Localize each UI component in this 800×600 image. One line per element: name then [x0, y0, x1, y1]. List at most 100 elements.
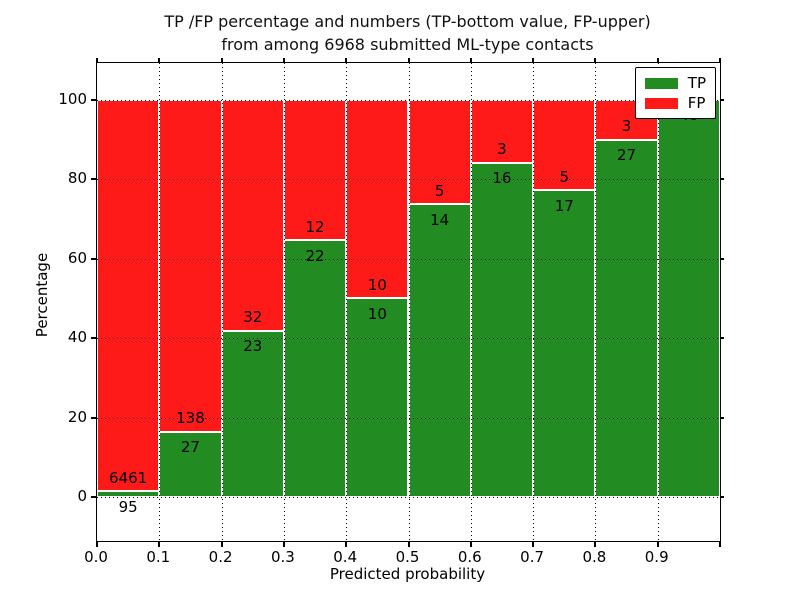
x-axis-label: Predicted probability	[329, 565, 486, 583]
x-tick-mark	[282, 58, 285, 63]
fp-count-label: 3	[497, 140, 507, 159]
y-tick-mark	[91, 257, 97, 260]
chart-title-line2: from among 6968 submitted ML-type contac…	[221, 35, 594, 54]
x-tick-label: 0.3	[270, 548, 295, 566]
y-tick-mark	[720, 178, 724, 181]
y-tick-mark	[91, 178, 97, 181]
x-tick-label: 0.8	[582, 548, 607, 566]
plot-area: 6461951382732231222101051431651732748 TP…	[91, 58, 724, 547]
tp-count-label: 14	[430, 210, 450, 229]
tp-bar-segment	[595, 139, 658, 497]
x-tick-mark	[594, 541, 597, 547]
x-tick-mark	[656, 541, 659, 547]
tp-bar-segment	[283, 240, 347, 497]
x-tick-mark	[345, 541, 348, 547]
tp-bar-segment	[470, 162, 534, 497]
y-tick-mark	[720, 495, 724, 498]
tp-color-swatch	[644, 77, 678, 89]
x-tick-label: 0.9	[644, 548, 669, 566]
tp-count-label: 22	[305, 246, 325, 265]
tp-count-label: 95	[118, 497, 138, 516]
fp-count-label: 3	[621, 117, 632, 136]
legend-label-fp: FP	[687, 94, 706, 112]
y-tick-mark	[91, 495, 97, 498]
x-tick-mark	[220, 541, 223, 547]
x-gridline	[346, 63, 348, 541]
x-tick-label: 0.7	[520, 548, 545, 566]
legend-entry-tp: TP	[644, 73, 706, 93]
x-tick-mark	[469, 541, 472, 547]
x-tick-mark	[407, 58, 410, 63]
tp-bar-segment	[533, 190, 596, 497]
fp-count-label: 12	[305, 217, 325, 236]
tp-bar-segment	[346, 298, 409, 497]
x-tick-label: 0.4	[333, 548, 358, 566]
fp-count-label: 5	[559, 167, 570, 186]
x-gridline	[470, 63, 472, 541]
y-tick-label: 80	[67, 169, 87, 188]
x-tick-label: 0.1	[146, 548, 171, 566]
tp-count-label: 23	[243, 337, 263, 356]
y-tick-label: 20	[67, 407, 87, 426]
fp-bar-segment	[97, 99, 160, 492]
legend: TP FP	[634, 67, 716, 119]
tp-bar-segment	[657, 99, 720, 497]
x-tick-mark	[469, 58, 472, 63]
tp-count-label: 17	[554, 196, 574, 215]
legend-label-tp: TP	[687, 74, 706, 92]
fp-count-label: 6461	[109, 468, 148, 487]
x-tick-label: 0.5	[395, 548, 420, 566]
x-tick-label: 0.0	[84, 548, 108, 566]
x-gridline	[595, 63, 597, 541]
fp-color-swatch	[644, 97, 678, 109]
y-tick-mark	[91, 416, 97, 419]
y-tick-mark	[720, 98, 724, 101]
x-gridline	[221, 63, 223, 541]
fp-bar-segment	[470, 99, 534, 163]
x-tick-mark	[96, 541, 98, 547]
tp-bar-segment	[159, 431, 222, 497]
y-tick-mark	[720, 257, 724, 260]
chart-title: TP /FP percentage and numbers (TP-bottom…	[96, 10, 719, 56]
legend-entry-fp: FP	[644, 93, 706, 113]
x-tick-mark	[594, 58, 597, 63]
y-tick-label: 100	[58, 89, 87, 108]
x-tick-mark	[656, 58, 659, 63]
x-tick-mark	[158, 58, 161, 63]
y-tick-label: 60	[67, 248, 87, 267]
tp-bar-segment	[408, 204, 471, 497]
tp-bar-segment	[97, 491, 160, 497]
fp-bar-segment	[221, 99, 284, 331]
x-tick-mark	[719, 58, 721, 63]
x-gridline	[159, 63, 161, 541]
y-tick-mark	[720, 416, 724, 419]
x-gridline	[283, 63, 285, 541]
tp-count-label: 27	[617, 146, 637, 165]
fp-count-label: 138	[176, 409, 205, 428]
x-tick-mark	[96, 58, 98, 63]
x-tick-mark	[158, 541, 161, 547]
x-tick-mark	[719, 541, 721, 547]
chart-title-line1: TP /FP percentage and numbers (TP-bottom…	[164, 12, 651, 31]
y-tick-mark	[91, 98, 97, 101]
x-tick-mark	[345, 58, 348, 63]
x-gridline	[657, 63, 659, 541]
fp-count-label: 32	[243, 308, 263, 327]
x-tick-label: 0.6	[457, 548, 482, 566]
x-tick-label: 0.2	[208, 548, 233, 566]
tp-count-label: 16	[492, 169, 512, 188]
x-tick-mark	[282, 541, 285, 547]
x-tick-mark	[532, 541, 535, 547]
x-gridline	[408, 63, 410, 541]
y-tick-label: 40	[67, 328, 87, 347]
y-tick-label: 0	[77, 486, 87, 505]
fp-bar-segment	[346, 99, 409, 299]
fp-bar-segment	[159, 99, 222, 432]
tp-count-label: 27	[180, 438, 200, 457]
x-gridline	[533, 63, 535, 541]
x-tick-mark	[532, 58, 535, 63]
fp-count-label: 10	[367, 275, 387, 294]
tp-count-label: 10	[367, 304, 387, 323]
y-tick-mark	[720, 337, 724, 340]
x-tick-mark	[220, 58, 223, 63]
